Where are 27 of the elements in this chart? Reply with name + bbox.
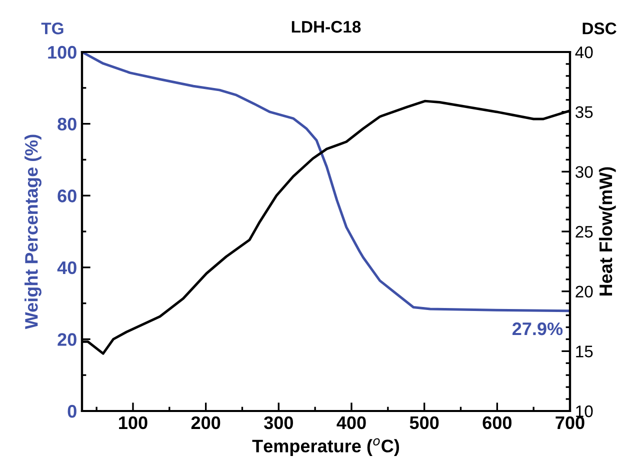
y2-axis-title: Heat Flow(mW) [598,167,616,296]
y-tick-label: 80 [58,118,76,131]
y-axis-title: Weight Percentage (%) [24,134,42,330]
x-tick-label: 600 [482,416,512,430]
y2-tick-label: 15 [576,346,593,358]
y2-tick-label: 10 [576,405,593,418]
y-tick-label: 0 [68,404,76,418]
x-tick-label: 300 [264,416,293,430]
text: DSC [582,22,616,34]
x-tick-label: 200 [191,416,220,430]
x-tick-label: 100 [119,416,148,430]
y2-tick-label: 35 [575,106,593,118]
y-tick-label: 40 [57,261,76,274]
x-tick-label: 400 [336,416,366,430]
chart-title: LDH-C18 [292,20,361,33]
x-tick-label: 500 [410,416,439,430]
y-tick-label: 60 [58,190,76,202]
y2-tick-label: 20 [576,286,593,298]
series-label: TG [41,22,64,34]
x-axis-title: Temperature ($^{o}$C) [252,438,400,456]
x-tick-label: 700 [556,416,584,430]
annotation: 27.9% [512,322,563,336]
y2-tick-label: 30 [575,166,593,178]
y2-tick-label: 25 [576,226,593,238]
y2-tick-label: 40 [575,46,593,58]
y-tick-label: 20 [58,333,76,346]
y-tick-label: 100 [48,46,76,59]
